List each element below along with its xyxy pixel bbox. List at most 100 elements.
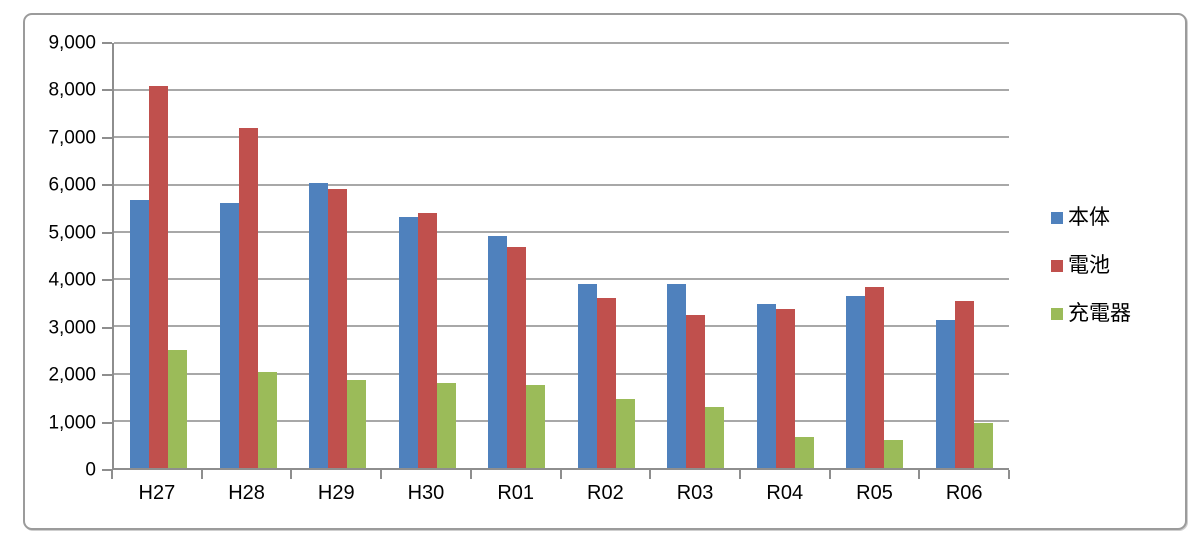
- y-axis-tick: [102, 89, 112, 92]
- legend-item: 電池: [1051, 254, 1131, 277]
- bar-電池: [686, 314, 706, 468]
- bar-充電器: [973, 423, 993, 468]
- legend: 本体 電池 充電器: [1051, 206, 1131, 325]
- bar-充電器: [794, 437, 814, 468]
- x-axis-tick: [828, 470, 831, 479]
- bar-group: [204, 43, 294, 468]
- y-axis-label: 8,000: [48, 79, 96, 101]
- y-axis-tick: [102, 279, 112, 282]
- bar-充電器: [705, 406, 725, 468]
- y-axis-ticks: [102, 42, 112, 471]
- x-axis-tick: [380, 470, 383, 479]
- bar-充電器: [168, 349, 188, 468]
- gridline: [114, 278, 1009, 281]
- x-axis-label: R03: [676, 482, 714, 504]
- bar-本体: [935, 320, 955, 468]
- bar-group: [741, 43, 831, 468]
- gridline: [114, 372, 1009, 375]
- y-axis-tick: [102, 42, 112, 44]
- x-axis-tick: [200, 470, 203, 479]
- bar-充電器: [526, 385, 546, 468]
- chart-frame: 0 1,000 2,000 3,000 4,000 5,000 6,000 7,000 8,00…: [23, 13, 1187, 530]
- x-axis-labels: H27 H28 H29 H30 R01 R02 R03 R04 R05 R06: [112, 481, 1009, 505]
- bar-充電器: [884, 439, 904, 468]
- x-axis-label: H30: [407, 482, 445, 504]
- bar-充電器: [257, 372, 277, 468]
- y-axis-label: 0: [85, 459, 96, 481]
- y-axis-label: 2,000: [48, 364, 96, 386]
- bar-本体: [398, 216, 418, 468]
- y-axis-label: 6,000: [48, 174, 96, 196]
- bar-電池: [775, 308, 795, 468]
- y-axis-tick: [102, 326, 112, 329]
- legend-item: 充電器: [1051, 302, 1131, 325]
- bar-本体: [577, 283, 597, 468]
- bar-電池: [954, 300, 974, 468]
- x-axis-tick: [559, 470, 562, 479]
- gridline: [114, 325, 1009, 328]
- bar-電池: [865, 286, 885, 468]
- plot-area: [112, 42, 1009, 470]
- bar-group: [651, 43, 741, 468]
- x-axis-label: H29: [317, 482, 355, 504]
- gridline: [114, 183, 1009, 186]
- bar-group: [472, 43, 562, 468]
- x-axis-label: R02: [587, 482, 624, 504]
- y-axis-tick: [102, 421, 112, 424]
- legend-swatch-本体: [1051, 211, 1063, 224]
- x-axis-label: H28: [228, 482, 265, 504]
- bar-group: [114, 43, 204, 468]
- x-axis-tick: [469, 470, 472, 479]
- x-axis-label: R05: [856, 482, 893, 504]
- y-axis-tick: [102, 231, 112, 234]
- bar-本体: [667, 284, 687, 468]
- bar-group: [920, 43, 1010, 468]
- gridline: [114, 89, 1009, 92]
- y-axis-label: 3,000: [48, 317, 96, 339]
- y-axis-label: 4,000: [48, 269, 96, 291]
- bar-充電器: [615, 398, 635, 468]
- bar-電池: [149, 85, 169, 468]
- bar-本体: [130, 200, 150, 468]
- legend-label: 充電器: [1068, 302, 1131, 326]
- legend-label: 本体: [1068, 206, 1110, 229]
- bar-group: [293, 43, 383, 468]
- y-axis-label: 5,000: [48, 222, 96, 244]
- gridline: [114, 419, 1009, 422]
- bar-本体: [219, 203, 239, 468]
- y-axis-label: 1,000: [48, 412, 96, 434]
- bar-group: [383, 43, 473, 468]
- legend-swatch-充電器: [1051, 307, 1063, 320]
- bar-本体: [309, 183, 329, 468]
- x-axis-label: R01: [497, 482, 535, 504]
- bar-groups: [114, 43, 1009, 468]
- y-axis-labels: 0 1,000 2,000 3,000 4,000 5,000 6,000 7,000 8,00…: [25, 34, 96, 480]
- y-axis-tick: [102, 374, 112, 377]
- x-axis-tick: [649, 470, 652, 479]
- bar-充電器: [436, 383, 456, 468]
- bar-本体: [488, 235, 508, 468]
- bar-電池: [238, 127, 258, 468]
- bar-本体: [756, 304, 776, 468]
- x-axis-label: R06: [945, 482, 983, 504]
- gridline: [114, 136, 1009, 139]
- bar-電池: [507, 246, 527, 468]
- legend-swatch-電池: [1051, 259, 1063, 272]
- y-axis-tick: [102, 184, 112, 187]
- x-axis-tick: [290, 470, 293, 479]
- legend-item: 本体: [1051, 206, 1131, 229]
- bar-電池: [596, 298, 616, 468]
- x-axis-tick: [111, 470, 113, 479]
- gridline: [114, 230, 1009, 233]
- gridline: [114, 42, 1009, 44]
- bar-group: [562, 43, 652, 468]
- bar-group: [830, 43, 920, 468]
- y-axis-tick: [102, 469, 112, 471]
- x-axis-label: R04: [766, 482, 804, 504]
- x-axis-label: H27: [138, 482, 176, 504]
- y-axis-label: 9,000: [48, 32, 96, 54]
- x-axis-tick: [1008, 470, 1010, 479]
- y-axis-label: 7,000: [48, 127, 96, 149]
- bar-本体: [846, 295, 866, 468]
- legend-label: 電池: [1068, 254, 1110, 278]
